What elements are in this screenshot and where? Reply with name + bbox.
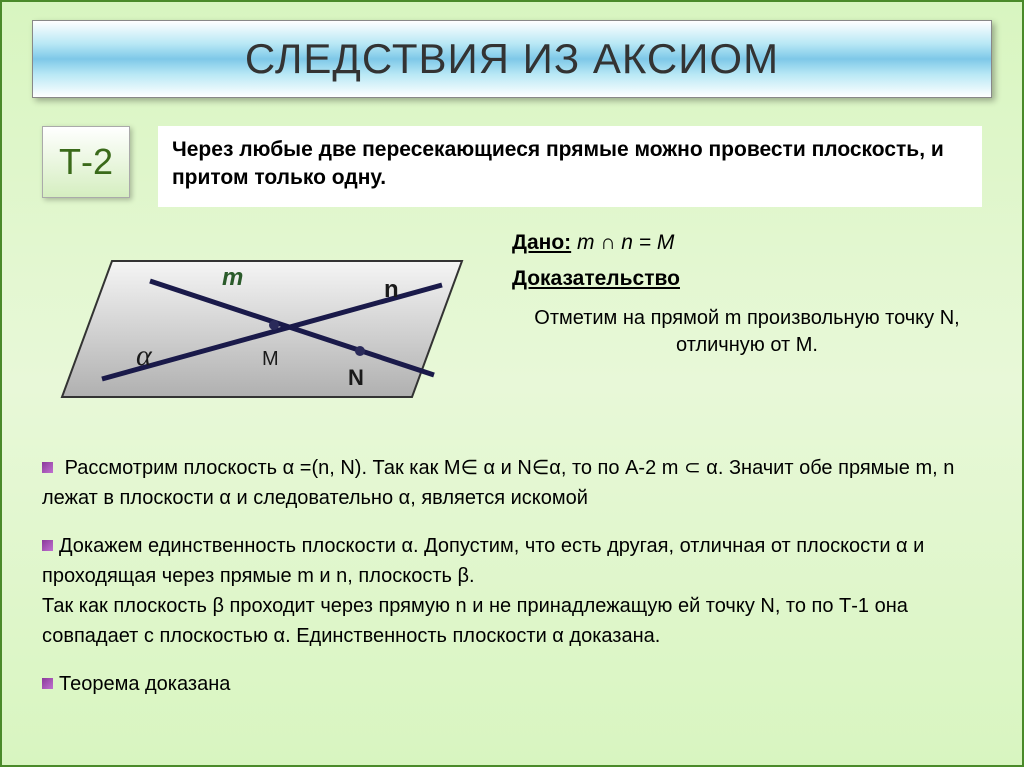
theorem-text: Через любые две пересекающиеся прямые мо… [158, 126, 982, 207]
bullet-icon [42, 462, 53, 473]
proof-para-3: Теорема доказана [42, 669, 982, 699]
label-N: N [348, 365, 364, 390]
slide-title: СЛЕДСТВИЯ ИЗ АКСИОМ [32, 20, 992, 98]
proof-heading: Доказательство [512, 267, 982, 291]
plane-shape [62, 261, 462, 397]
given-line: Дано: m ∩ n = M [512, 231, 982, 255]
note-line-2: отличную от М. [512, 332, 982, 359]
label-M: М [262, 348, 279, 370]
given-expression: m ∩ n = M [571, 231, 674, 254]
label-n: n [384, 276, 399, 303]
mid-row: m n N М α Дано: m ∩ n = M Доказательство… [42, 225, 982, 425]
given-label: Дано: [512, 231, 571, 254]
proof-body: Рассмотрим плоскость α =(n, N). Так как … [42, 453, 982, 699]
proof-text-2a: Докажем единственность плоскости α. Допу… [42, 535, 924, 587]
label-m: m [222, 264, 243, 291]
proof-para-1: Рассмотрим плоскость α =(n, N). Так как … [42, 453, 982, 513]
theorem-row: Т-2 Через любые две пересекающиеся прямы… [42, 126, 982, 207]
given-column: Дано: m ∩ n = M Доказательство Отметим н… [512, 225, 982, 425]
point-N [355, 346, 365, 356]
proof-text-2b: Так как плоскость β проходит через пряму… [42, 595, 908, 647]
proof-para-2: Докажем единственность плоскости α. Допу… [42, 531, 982, 651]
theorem-badge: Т-2 [42, 126, 130, 198]
label-alpha: α [136, 339, 153, 372]
note-line-1: Отметим на прямой m произвольную точку N… [512, 305, 982, 332]
bullet-icon [42, 540, 53, 551]
plane-diagram: m n N М α [42, 225, 482, 425]
proof-text-1: Рассмотрим плоскость α =(n, N). Так как … [42, 457, 954, 509]
point-M [269, 320, 279, 330]
bullet-icon [42, 678, 53, 689]
proof-text-3: Теорема доказана [59, 673, 230, 695]
